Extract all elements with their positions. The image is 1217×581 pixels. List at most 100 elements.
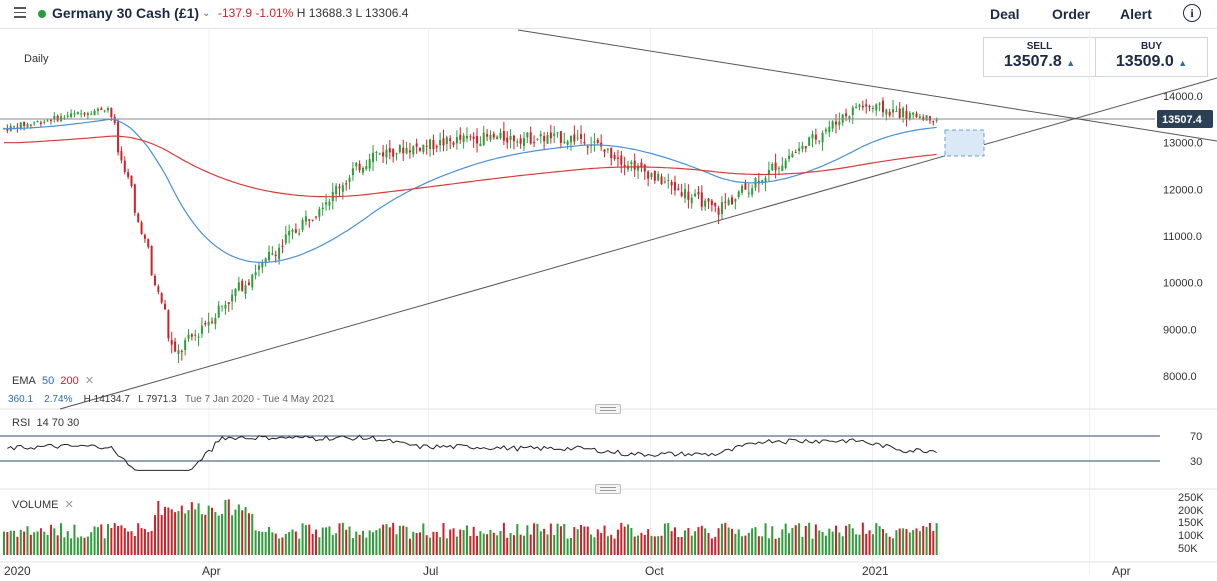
candle <box>851 107 854 115</box>
candle <box>519 138 522 144</box>
candle <box>278 247 281 260</box>
volume-bar <box>593 537 596 555</box>
volume-bar <box>590 534 593 555</box>
volume-bar <box>177 511 180 555</box>
deal-button[interactable]: Deal <box>990 6 1020 22</box>
volume-legend: VOLUME ✕ <box>12 498 74 511</box>
candle <box>848 116 851 119</box>
volume-bar <box>388 527 391 555</box>
candle <box>734 198 737 202</box>
candle <box>80 113 83 115</box>
volume-bar <box>774 538 777 555</box>
x-tick-label: Jul <box>423 564 438 578</box>
volume-bar <box>408 538 411 555</box>
candle <box>70 113 73 117</box>
volume-bar <box>53 528 56 555</box>
pane-resize-handle[interactable] <box>595 404 621 414</box>
order-button[interactable]: Order <box>1052 6 1091 22</box>
info-icon[interactable]: i <box>1183 4 1201 22</box>
volume-bar <box>751 528 754 555</box>
volume-bar <box>489 529 492 555</box>
candle <box>845 113 848 116</box>
candle <box>885 109 888 115</box>
volume-bar <box>93 526 96 555</box>
candle <box>838 121 841 126</box>
volume-bar <box>737 529 740 555</box>
volume-bar <box>885 533 888 555</box>
pane-resize-handle[interactable] <box>595 484 621 494</box>
chevron-down-icon[interactable]: ⌄ <box>202 8 211 19</box>
alert-button[interactable]: Alert <box>1120 6 1152 22</box>
candle <box>301 219 304 230</box>
volume-bar <box>237 504 240 555</box>
candle <box>261 261 264 268</box>
candle <box>865 104 868 107</box>
volume-bar <box>345 529 348 555</box>
volume-bar <box>741 536 744 555</box>
volume-bar <box>435 532 438 555</box>
candle <box>372 152 375 163</box>
volume-bar <box>888 536 891 555</box>
instrument-title[interactable]: Germany 30 Cash (£1) <box>52 5 200 21</box>
candle <box>160 293 163 303</box>
candle <box>834 121 838 125</box>
candle <box>137 213 140 223</box>
volume-bar <box>694 531 697 555</box>
volume-bar <box>29 534 32 555</box>
volume-bar <box>811 538 814 555</box>
sell-button[interactable]: SELL 13507.8 ▲ <box>983 37 1096 77</box>
volume-bar <box>653 536 656 555</box>
candle <box>580 134 583 139</box>
volume-bar <box>412 531 415 555</box>
candle <box>660 176 663 185</box>
volume-bar <box>583 526 586 555</box>
volume-bar <box>777 537 780 555</box>
volume-bar <box>824 535 827 555</box>
hamburger-icon[interactable] <box>14 7 26 18</box>
volume-bar <box>425 535 428 555</box>
volume-bar <box>566 538 569 555</box>
x-tick-label: Apr <box>1112 564 1131 578</box>
candle <box>291 229 294 232</box>
candle <box>449 138 452 141</box>
candle <box>187 334 190 339</box>
interval-label[interactable]: Daily <box>24 53 49 65</box>
candle <box>633 160 636 170</box>
volume-bar <box>224 499 227 555</box>
rsi-label: RSI <box>12 417 31 429</box>
candle <box>492 133 495 138</box>
buy-button[interactable]: BUY 13509.0 ▲ <box>1095 37 1208 77</box>
volume-bar <box>395 534 398 555</box>
candle <box>573 134 576 142</box>
volume-bar <box>700 525 703 555</box>
candle <box>764 178 767 183</box>
candle <box>355 162 358 167</box>
volume-bar <box>714 536 717 555</box>
volume-bar <box>798 523 801 555</box>
candle <box>892 109 895 113</box>
volume-bar <box>180 505 183 555</box>
candle <box>915 113 918 118</box>
volume-bar <box>851 528 854 555</box>
volume-bar <box>271 532 274 555</box>
volume-bar <box>90 532 93 555</box>
candle <box>469 136 472 138</box>
volume-bar <box>311 533 314 555</box>
candle <box>684 189 687 199</box>
candle <box>274 254 277 256</box>
volume-bar <box>335 533 338 555</box>
close-icon[interactable]: ✕ <box>64 499 74 511</box>
candle <box>650 173 653 178</box>
candle <box>925 115 928 121</box>
volume-bar <box>667 523 670 555</box>
volume-bar <box>291 529 294 555</box>
volume-bar <box>724 522 727 555</box>
candle <box>586 146 589 148</box>
close-icon[interactable]: ✕ <box>84 375 95 387</box>
volume-bar <box>704 528 707 555</box>
volume-bar <box>834 525 838 555</box>
volume-bar <box>137 523 140 555</box>
candle <box>257 265 260 270</box>
price-tick-label: 9000.0 <box>1163 324 1197 336</box>
price-chart[interactable]: 14000.0 13000.0 12000.0 11000.0 10000.0 9000.… <box>0 29 1217 581</box>
